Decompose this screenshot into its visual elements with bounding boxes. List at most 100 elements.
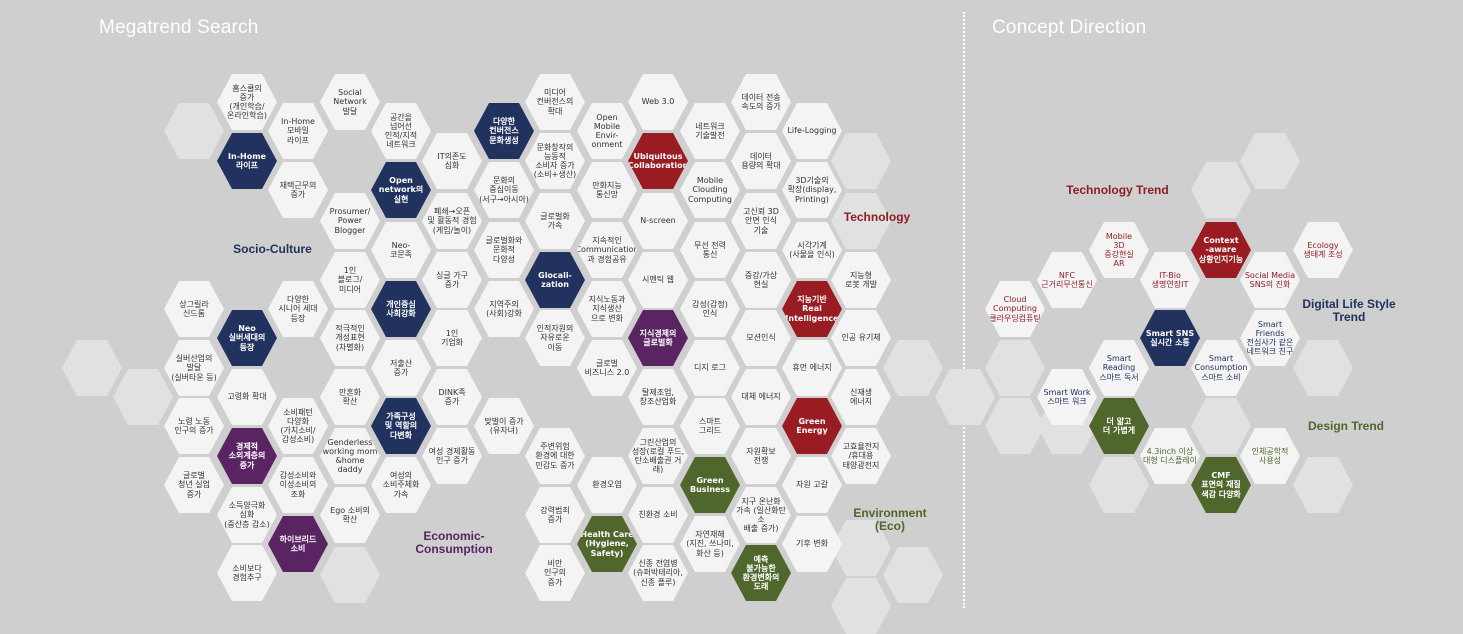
hex-a92: 소비보다 경험추구 [217, 545, 277, 601]
megatrend-search-title: Megatrend Search [99, 17, 259, 38]
hex-a33: 무선 전력 통신 [680, 222, 740, 278]
hex-a83: Ego 소비의 확산 [320, 487, 380, 543]
hex-b7: Cloud Computing 클라우딩컴퓨팅 [985, 281, 1045, 337]
hex-a60: DINK족 증가 [422, 369, 482, 425]
hex-b9: Smart Friends 전심사가 같은 네트워크 친구 [1240, 310, 1300, 366]
hex-a13: 데이터 전송 속도의 증가 [731, 74, 791, 130]
hex-a38: 시멘틱 웹 [628, 252, 688, 308]
hex-b5: IT-Bio 생명연장IT [1140, 252, 1200, 308]
hex-a12: 네트워크 기술발전 [680, 103, 740, 159]
hex-a81: 자원 고갈 [782, 457, 842, 513]
hex-a53: 실버산업의 발달 (실버타운 등) [164, 340, 224, 396]
empty-hex [320, 547, 380, 603]
hex-a90: 자연재해 (지진, 쓰나미, 화산 등) [680, 516, 740, 572]
empty-hex [1089, 457, 1149, 513]
hex-a64: 소비패턴 다양화 (가치소비/ 감성소비) [268, 398, 328, 454]
hex-a35: 다양한 시니어 세대 등장 [268, 281, 328, 337]
label-design-trend: Design Trend [1307, 419, 1384, 433]
hex-a30: 싱글 가구 증가 [422, 252, 482, 308]
hex-a66: 맞벌이 증가 (유자녀) [474, 398, 534, 454]
hex-a68: Green Energy [782, 398, 842, 454]
hex-a20: Ubiquitous Collaboration [628, 133, 688, 189]
hex-a73: 그린산업의 성장(로컬 푸드, 탄소배출권 거래) [628, 428, 688, 484]
hex-a62: 대체 에너지 [731, 369, 791, 425]
hex-a91: 기후 변화 [782, 516, 842, 572]
hex-a52: 인공 유기체 [831, 310, 891, 366]
hex-a55: 글로벌 비즈니스 2.0 [577, 340, 637, 396]
hex-a8: 다양한 컨버전스 문화생성 [474, 103, 534, 159]
hex-a61: 탈제조업, 창조산업화 [628, 369, 688, 425]
hex-a75: 고효율전지 /휴대용 태양광전지 [831, 428, 891, 484]
hex-a77: 감성소비와 이성소비의 조화 [268, 457, 328, 513]
hex-a70: Genderless working mom &home daddy [320, 428, 380, 484]
hex-a26: Mobile Clouding Computing [680, 162, 740, 218]
hex-a41: 상그릴라 신드롬 [164, 281, 224, 337]
hex-b4: NFC 근거리무선통신 [1037, 252, 1097, 308]
label-digital-life-style-trend: Digital Life Style Trend [1302, 297, 1396, 324]
empty-hex [164, 103, 224, 159]
hex-a5: 재택근무의 증가 [268, 162, 328, 218]
hex-a23: Neo- 코문족 [371, 222, 431, 278]
hex-b11: Smart Consumption 스마트 소비 [1191, 340, 1251, 396]
hex-a29: 1인 블로그/ 미디어 [320, 252, 380, 308]
hex-b6: Social Media SNS의 진화 [1240, 252, 1300, 308]
hex-b14: 4.3inch 이상 대형 디스플레이 [1140, 428, 1200, 484]
empty-hex [883, 547, 943, 603]
hex-b8: Smart SNS 실시간 소통 [1140, 310, 1200, 366]
hex-a80: Green Business [680, 457, 740, 513]
hex-a49: 인적자원의 자유로운 이동 [525, 310, 585, 366]
hex-a65: 가족구성 및 역할의 다변화 [371, 398, 431, 454]
hex-a94: 신종 전염병 (슈퍼박테리아, 신종 플루) [628, 545, 688, 601]
empty-hex [1293, 457, 1353, 513]
hex-a19: 문화창작의 능동적 소비자 증가 (소비+생산) [525, 133, 585, 189]
hex-b12: Smart Work 스마트 워크 [1037, 369, 1097, 425]
hex-a31: 글로벌화와 문화적 다양성 [474, 222, 534, 278]
hex-a15: Prosumer/ Power Blogger [320, 193, 380, 249]
hex-a86: 지구 온난화 가속 (일산화탄소 배출 증가) [731, 487, 791, 543]
hex-a78: 여성의 소비주체화 가속 [371, 457, 431, 513]
hex-b3: Ecology 생태계 조성 [1293, 222, 1353, 278]
hex-a89: Health Care (Hygiene, Safety) [577, 516, 637, 572]
hex-a76: 경제적 소외계층의 증가 [217, 428, 277, 484]
hex-a9: 미디어 컨버전스의 확대 [525, 74, 585, 130]
hex-b1: Context -aware 상황인지기능 [1191, 222, 1251, 278]
empty-hex [1191, 162, 1251, 218]
empty-hex [1293, 340, 1353, 396]
hex-a27: N-screen [628, 193, 688, 249]
empty-hex [985, 340, 1045, 396]
section-divider [963, 12, 965, 608]
empty-hex [935, 369, 995, 425]
hex-a58: 고령화 확대 [217, 369, 277, 425]
hex-a3: Social Network 발달 [320, 74, 380, 130]
hex-a88: 하이브리드 소비 [268, 516, 328, 572]
hex-a67: 스마트 그리드 [680, 398, 740, 454]
label-economic-consumption: Economic- Consumption [415, 529, 493, 556]
hex-b2: Mobile 3D 증강현실 AR [1089, 222, 1149, 278]
hex-a45: 감성(감정) 인식 [680, 281, 740, 337]
canvas: Megatrend Search Concept Direction 홈스쿨의 … [62, 12, 1396, 634]
hex-a71: 여성 경제활동 인구 증가 [422, 428, 482, 484]
empty-hex [113, 369, 173, 425]
empty-hex [883, 340, 943, 396]
hex-a1: 홈스쿨의 증가 (개인학습/ 온라인학습) [217, 74, 277, 130]
label-technology: Technology [843, 210, 911, 224]
hex-a11: Web 3.0 [628, 74, 688, 130]
empty-hex [985, 398, 1045, 454]
hex-b13: 더 얇고 더 가볍게 [1089, 398, 1149, 454]
hex-a40: 지능형 로봇 개발 [831, 252, 891, 308]
hex-a79: 환경오염 [577, 457, 637, 513]
hex-a47: Neo 실버세대의 등장 [217, 310, 277, 366]
hex-a14: Life-Logging [782, 103, 842, 159]
hex-a48: 1인 기업화 [422, 310, 482, 366]
hex-a63: 신재생 에너지 [831, 369, 891, 425]
label-environment: Environment (Eco) [853, 506, 927, 533]
hex-a21: 데이터 용량의 확대 [731, 133, 791, 189]
hex-a57: 휴먼 에너지 [782, 340, 842, 396]
hex-a16: Open network의 실현 [371, 162, 431, 218]
hex-a6: 공간을 넘어선 인적/지적 네트워크 [371, 103, 431, 159]
empty-hex [831, 133, 891, 189]
hex-a46: 지능기반 Real Intelligence [782, 281, 842, 337]
hex-a25: 만화지능 통신망 [577, 162, 637, 218]
hex-a17: 폐쇄→오픈 및 활동적 경험 (게임/놀이) [422, 193, 482, 249]
empty-hex [1191, 398, 1251, 454]
